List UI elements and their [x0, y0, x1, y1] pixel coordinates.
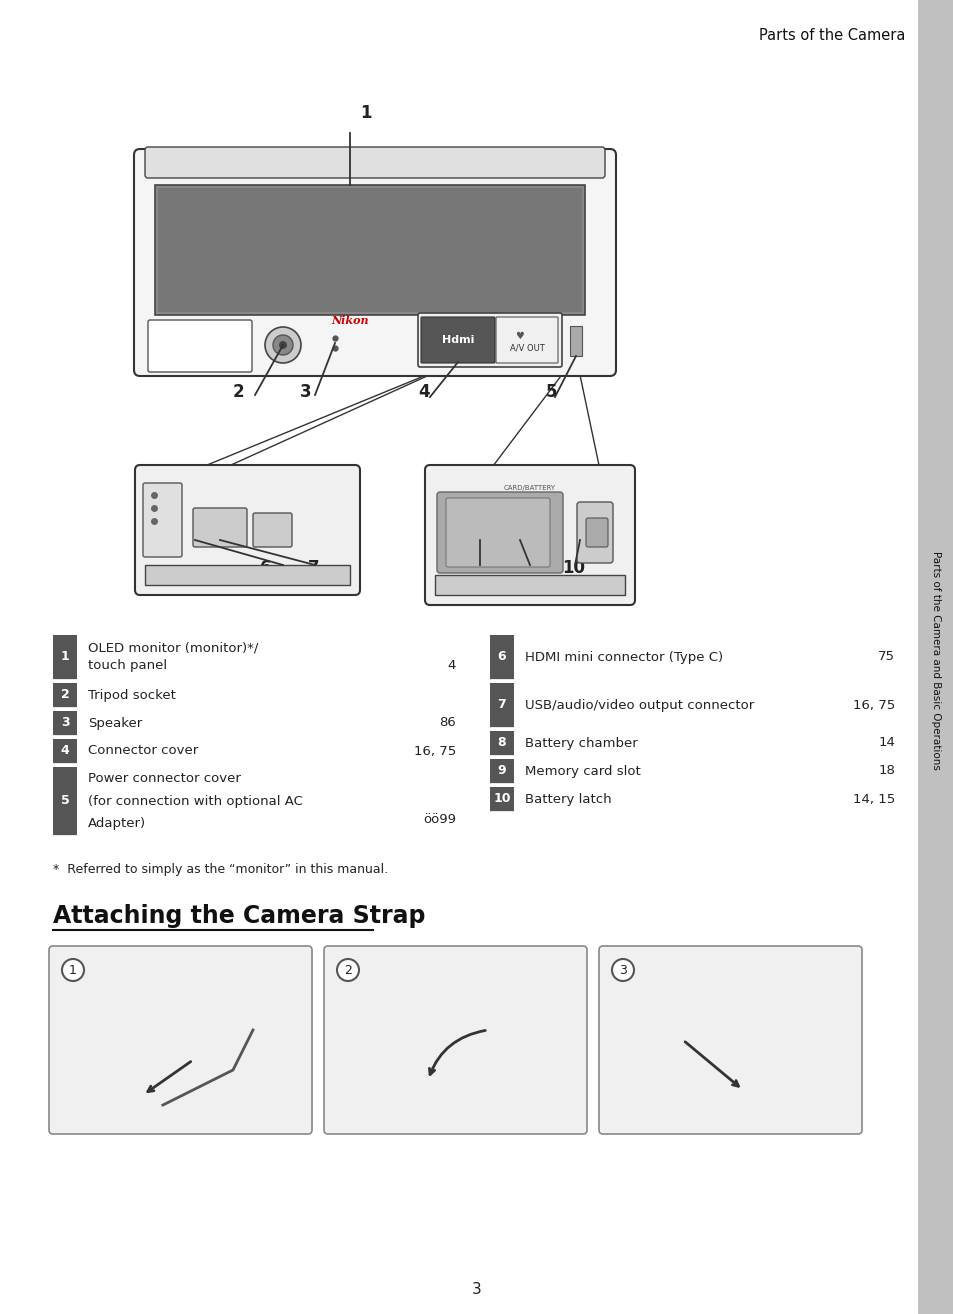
Text: 7: 7	[497, 699, 506, 711]
Bar	[53, 683, 77, 707]
Text: HDMI mini connector (Type C): HDMI mini connector (Type C)	[524, 650, 722, 664]
Bar	[53, 711, 77, 735]
Circle shape	[62, 959, 84, 982]
Text: 4: 4	[61, 745, 70, 757]
Text: öö99: öö99	[422, 813, 456, 827]
Text: 2: 2	[233, 382, 244, 401]
Text: 4: 4	[447, 660, 456, 673]
Bar	[490, 635, 514, 679]
Text: 16, 75: 16, 75	[852, 699, 894, 711]
Text: Battery chamber: Battery chamber	[524, 737, 638, 749]
Text: USB/audio/video output connector: USB/audio/video output connector	[524, 699, 754, 711]
Text: 10: 10	[493, 792, 510, 805]
Text: 3: 3	[618, 963, 626, 976]
Bar	[53, 767, 77, 834]
Text: 1: 1	[61, 650, 70, 664]
Text: 9: 9	[519, 558, 531, 577]
FancyBboxPatch shape	[145, 147, 604, 177]
Text: ♥: ♥	[515, 331, 524, 342]
FancyBboxPatch shape	[577, 502, 613, 562]
Text: 3: 3	[299, 382, 312, 401]
Circle shape	[612, 959, 634, 982]
Text: 5: 5	[545, 382, 557, 401]
Text: CARD/BATTERY: CARD/BATTERY	[503, 485, 556, 491]
Text: A/V OUT: A/V OUT	[509, 343, 544, 352]
FancyBboxPatch shape	[324, 946, 586, 1134]
Text: 14: 14	[877, 737, 894, 749]
Text: Parts of the Camera and Basic Operations: Parts of the Camera and Basic Operations	[930, 551, 940, 770]
Text: 14, 15: 14, 15	[852, 792, 894, 805]
Bar	[490, 683, 514, 727]
Text: Attaching the Camera Strap: Attaching the Camera Strap	[53, 904, 425, 928]
Text: 3: 3	[472, 1282, 481, 1297]
Text: 2: 2	[61, 689, 70, 702]
FancyBboxPatch shape	[598, 946, 862, 1134]
FancyBboxPatch shape	[133, 148, 616, 376]
Bar	[490, 787, 514, 811]
Bar	[490, 759, 514, 783]
Text: touch panel: touch panel	[88, 660, 167, 673]
Circle shape	[273, 335, 293, 355]
Text: 9: 9	[497, 765, 506, 778]
Text: 16, 75: 16, 75	[414, 745, 456, 757]
Text: 3: 3	[61, 716, 70, 729]
Text: Memory card slot: Memory card slot	[524, 765, 640, 778]
Text: Adapter): Adapter)	[88, 817, 146, 830]
Text: Parts of the Camera: Parts of the Camera	[758, 28, 904, 42]
FancyBboxPatch shape	[135, 465, 359, 595]
Text: 18: 18	[877, 765, 894, 778]
Bar	[569, 326, 581, 356]
FancyBboxPatch shape	[496, 317, 558, 363]
Text: (for connection with optional AC: (for connection with optional AC	[88, 795, 302, 808]
Bar	[917, 0, 953, 1314]
FancyBboxPatch shape	[424, 465, 635, 604]
Text: 4: 4	[417, 382, 429, 401]
Circle shape	[336, 959, 358, 982]
Text: 6: 6	[497, 650, 506, 664]
Text: 6: 6	[260, 558, 272, 577]
Text: Speaker: Speaker	[88, 716, 142, 729]
Bar	[53, 738, 77, 763]
Text: 10: 10	[561, 558, 584, 577]
Circle shape	[278, 342, 287, 350]
Text: Battery latch: Battery latch	[524, 792, 611, 805]
Text: 8: 8	[497, 737, 506, 749]
FancyBboxPatch shape	[148, 321, 252, 372]
FancyBboxPatch shape	[417, 313, 561, 367]
FancyBboxPatch shape	[193, 509, 247, 547]
Bar	[490, 731, 514, 756]
Bar	[154, 185, 584, 315]
Text: 7: 7	[308, 558, 319, 577]
Text: Nikon: Nikon	[331, 314, 369, 326]
Text: Tripod socket: Tripod socket	[88, 689, 175, 702]
Text: 1: 1	[69, 963, 77, 976]
Text: 5: 5	[61, 795, 70, 808]
Bar	[145, 565, 350, 585]
Text: Power connector cover: Power connector cover	[88, 771, 240, 784]
Text: 1: 1	[359, 104, 371, 122]
FancyBboxPatch shape	[585, 518, 607, 547]
FancyBboxPatch shape	[253, 512, 292, 547]
Text: 8: 8	[465, 558, 477, 577]
Text: 86: 86	[438, 716, 456, 729]
Bar	[435, 576, 624, 595]
Text: OLED monitor (monitor)*/: OLED monitor (monitor)*/	[88, 641, 258, 654]
Text: 75: 75	[877, 650, 894, 664]
FancyBboxPatch shape	[436, 491, 562, 573]
Text: Connector cover: Connector cover	[88, 745, 198, 757]
FancyBboxPatch shape	[446, 498, 550, 568]
Bar	[53, 635, 77, 679]
FancyBboxPatch shape	[143, 484, 182, 557]
Text: 2: 2	[344, 963, 352, 976]
Circle shape	[265, 327, 301, 363]
Text: Hdmi: Hdmi	[441, 335, 474, 346]
Text: *  Referred to simply as the “monitor” in this manual.: * Referred to simply as the “monitor” in…	[53, 863, 388, 876]
FancyBboxPatch shape	[420, 317, 495, 363]
FancyBboxPatch shape	[49, 946, 312, 1134]
Bar	[158, 188, 581, 311]
